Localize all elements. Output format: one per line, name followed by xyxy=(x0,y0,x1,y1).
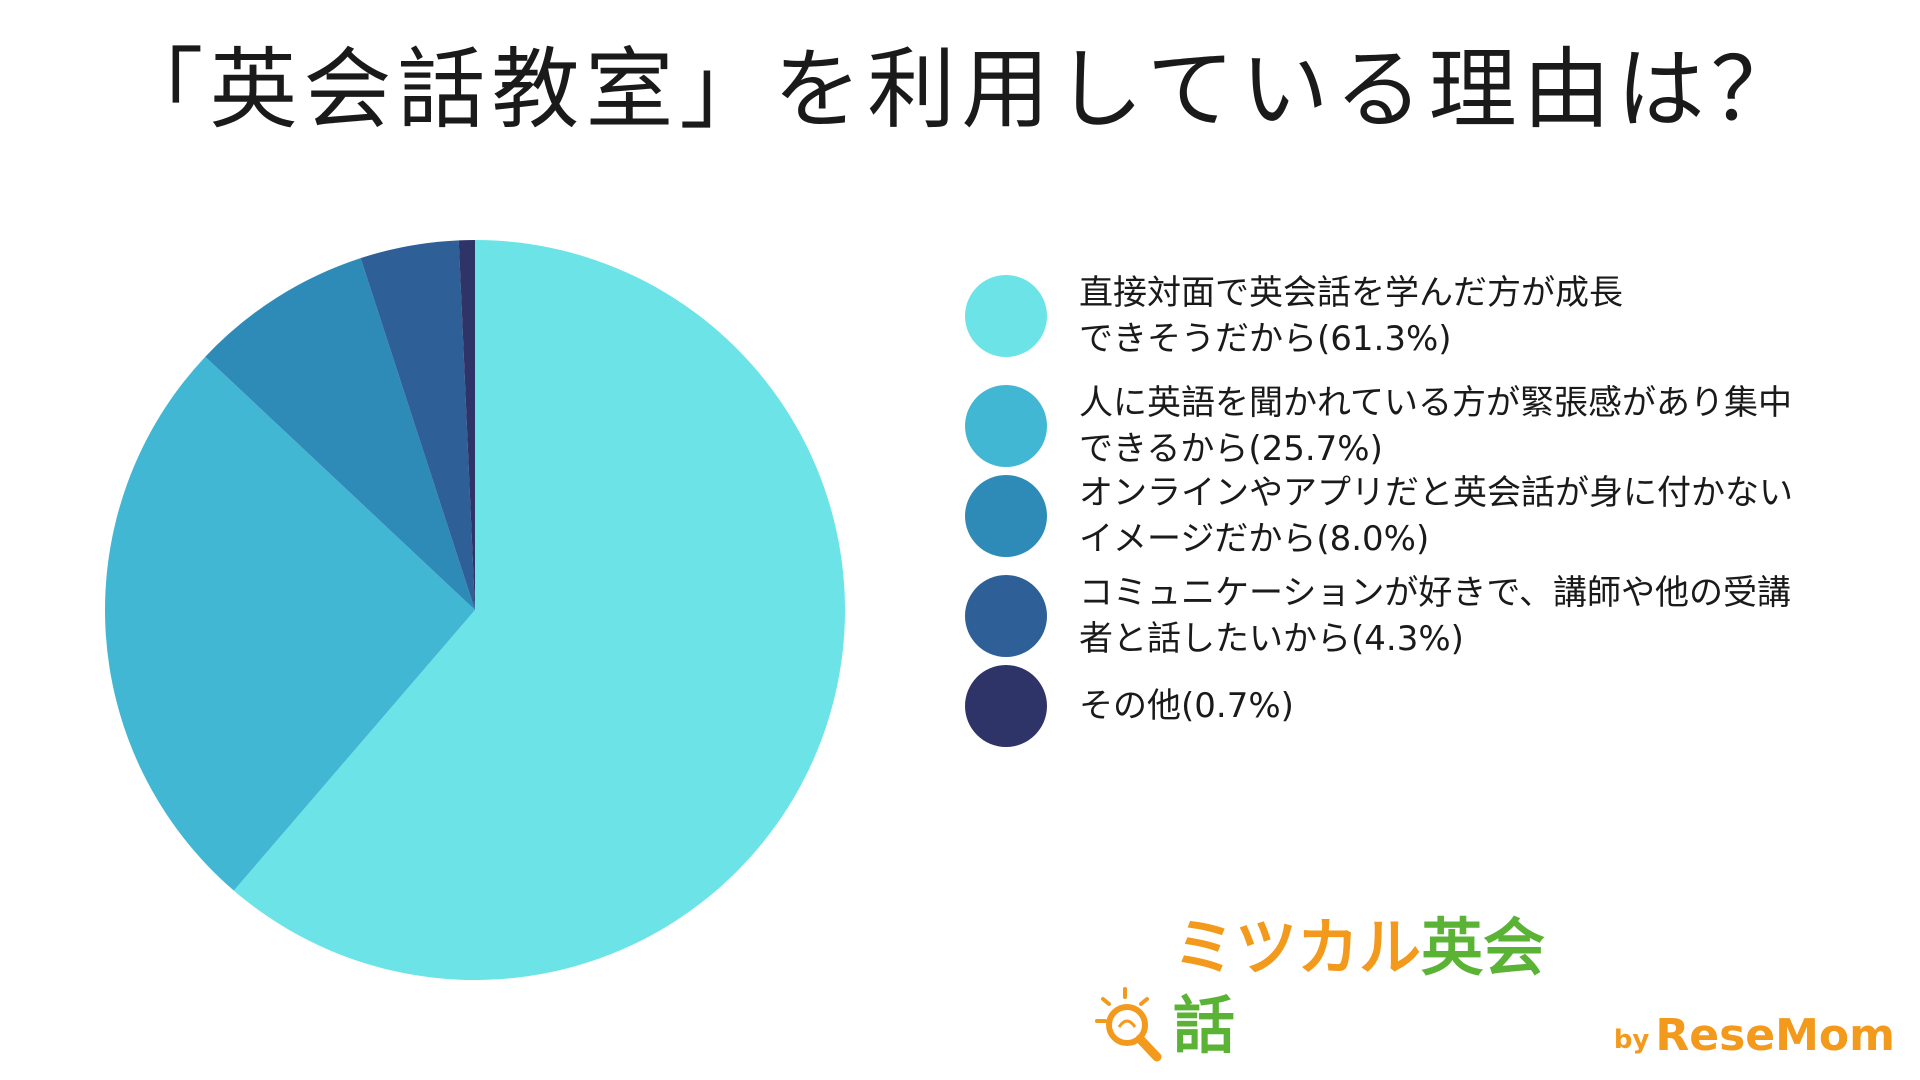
pie-slice-5 xyxy=(458,240,475,610)
pie-slice-4 xyxy=(360,240,475,610)
legend-swatch-3 xyxy=(965,475,1047,557)
legend-label-1: 直接対面で英会話を学んだ方が成長 できそうだから(61.3%) xyxy=(1079,273,1623,359)
logo-wordmark: ミツカル英会話 xyxy=(1173,909,1600,1065)
chart-title: 「英会話教室」を利用している理由は？ xyxy=(115,38,1805,141)
logo-part1: ミツカル xyxy=(1173,911,1422,984)
pie-slice-2 xyxy=(104,356,475,891)
legend-swatch-2 xyxy=(965,385,1047,467)
legend-item-3: オンラインやアプリだと英会話が身に付かない イメージだから(8.0%) xyxy=(965,470,1910,562)
legend-item-1: 直接対面で英会話を学んだ方が成長 できそうだから(61.3%) xyxy=(965,270,1910,362)
pie-chart xyxy=(104,240,845,981)
legend-label-4: コミュニケーションが好きで、講師や他の受講 者と話したいから(4.3%) xyxy=(1079,573,1791,659)
brand-logo: ミツカル英会話 by ReseMom xyxy=(1095,911,1895,1065)
pie-slice-3 xyxy=(205,258,475,610)
legend-swatch-1 xyxy=(965,275,1047,357)
legend-item-4: コミュニケーションが好きで、講師や他の受講 者と話したいから(4.3%) xyxy=(965,570,1910,662)
legend-label-2: 人に英語を聞かれている方が緊張感があり集中 できるから(25.7%) xyxy=(1079,383,1792,469)
magnifier-lightbulb-icon xyxy=(1095,987,1162,1062)
legend-label-5: その他(0.7%) xyxy=(1079,686,1294,726)
legend-swatch-4 xyxy=(965,575,1047,657)
logo-part2: 英会話 xyxy=(1173,911,1546,1062)
logo-by: by xyxy=(1613,1025,1650,1055)
legend-item-2: 人に英語を聞かれている方が緊張感があり集中 できるから(25.7%) xyxy=(965,380,1910,472)
legend-label-3: オンラインやアプリだと英会話が身に付かない イメージだから(8.0%) xyxy=(1079,473,1793,559)
logo-brand: ReseMom xyxy=(1655,1010,1895,1061)
legend-item-5: その他(0.7%) xyxy=(965,665,1910,747)
legend-swatch-5 xyxy=(965,665,1047,747)
pie-slice-1 xyxy=(233,240,845,981)
